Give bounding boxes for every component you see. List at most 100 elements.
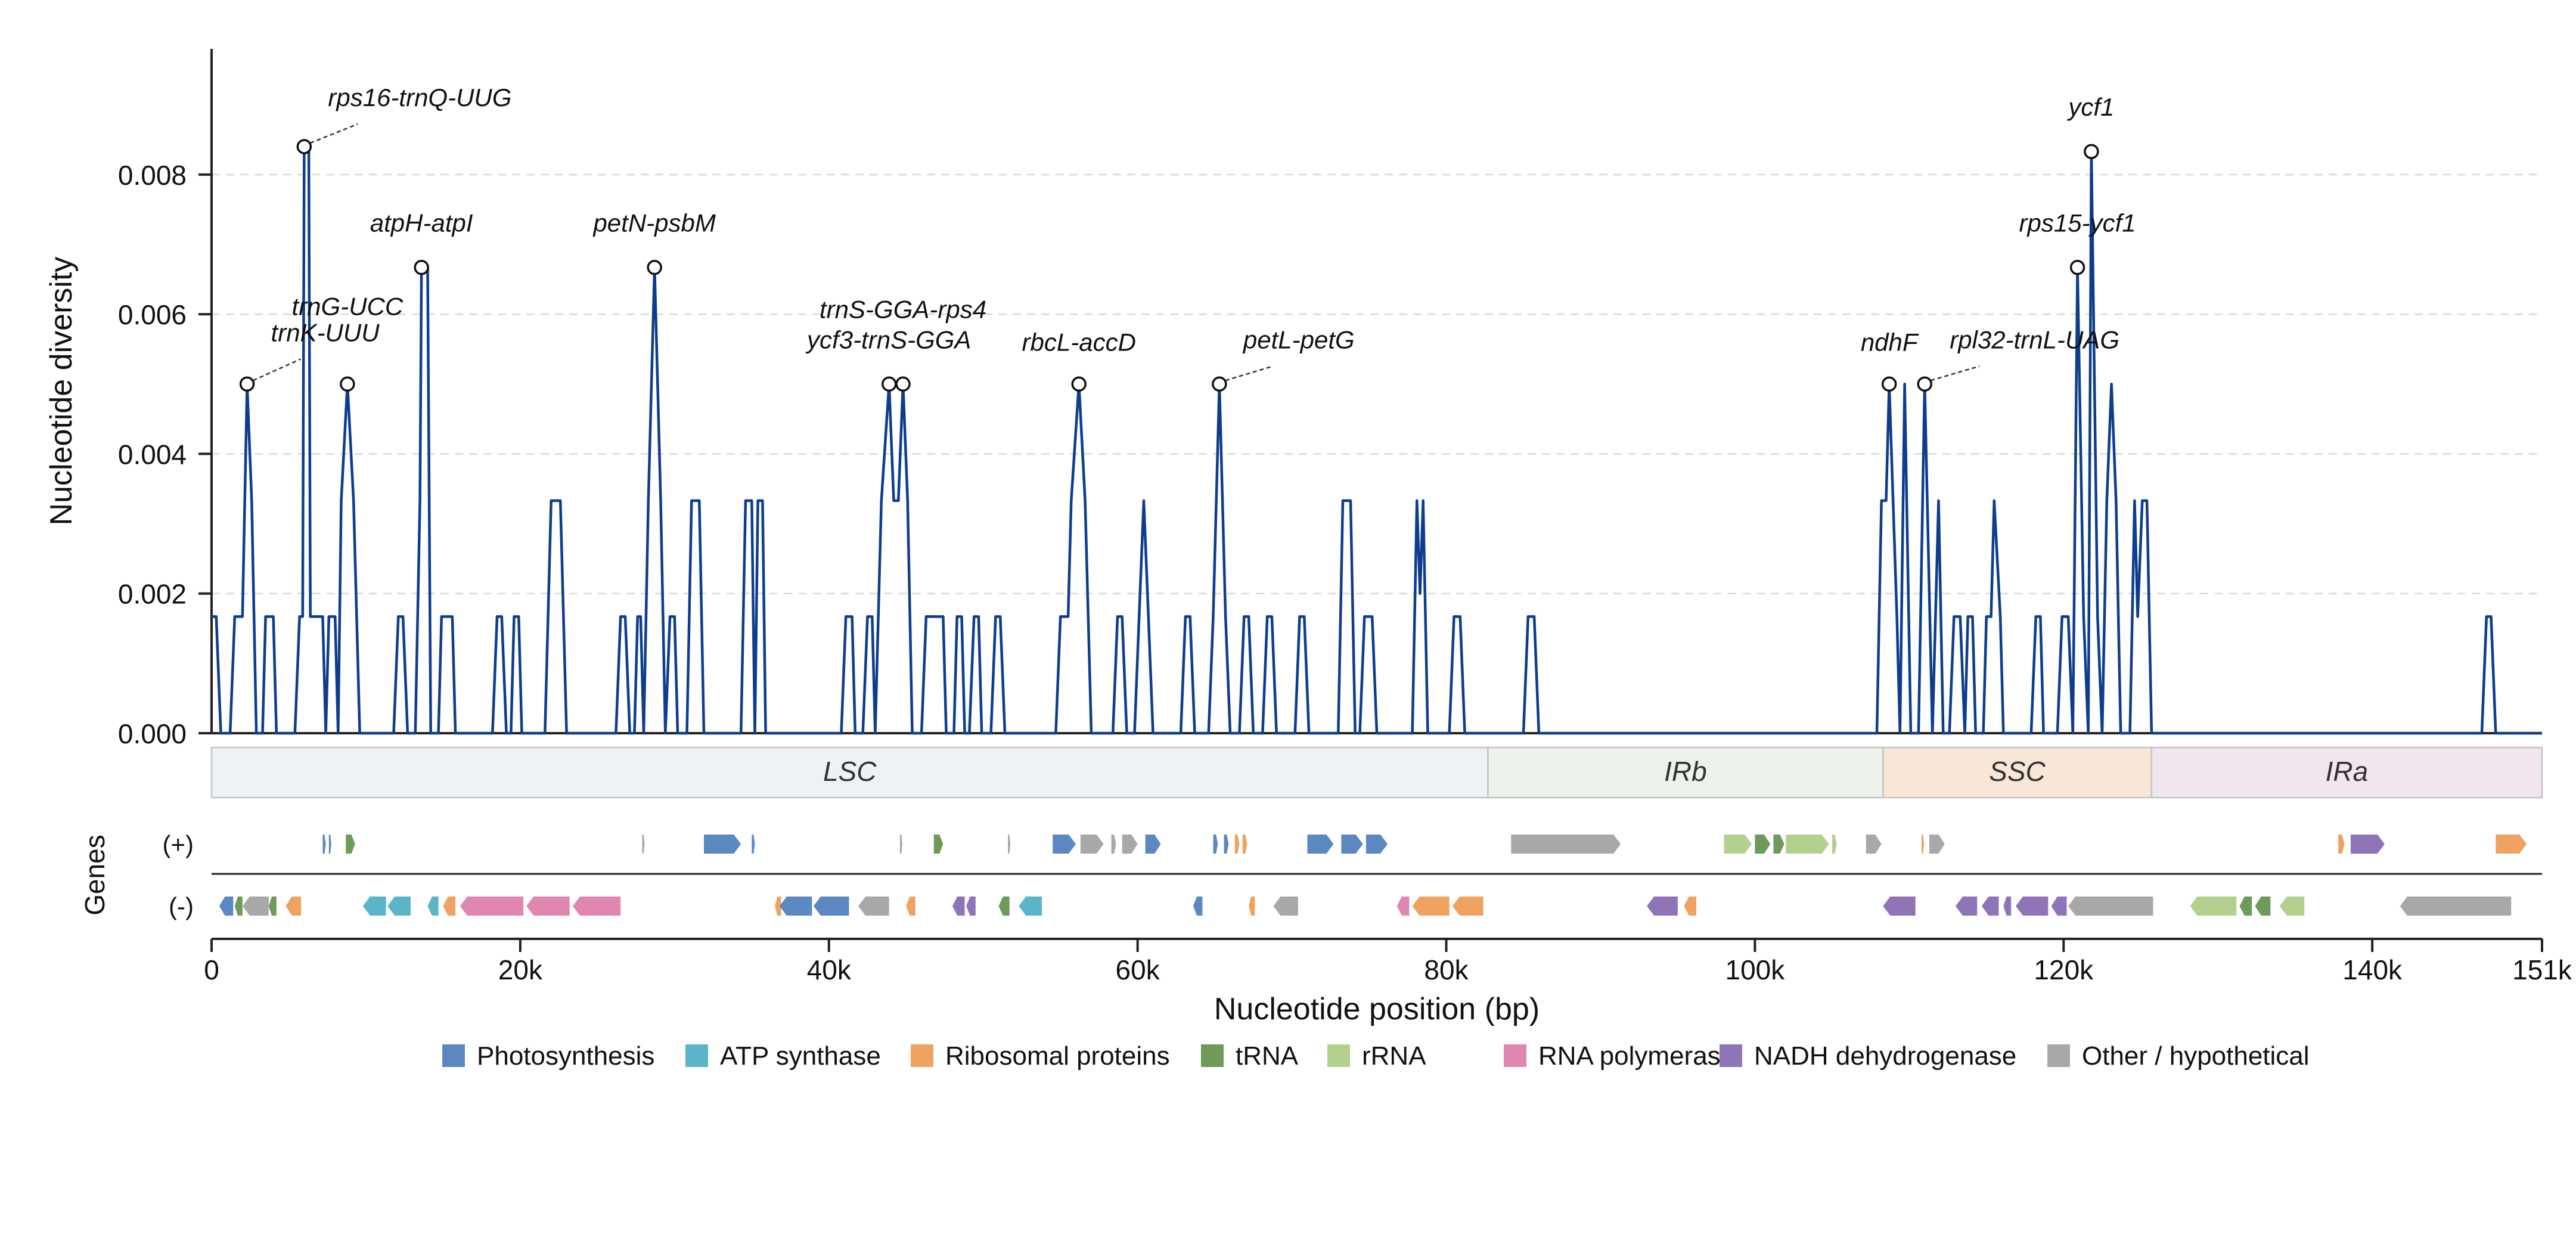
gene-tracks: Genes (+) (-) — [79, 830, 2542, 920]
peak-leader-line — [1930, 365, 1980, 382]
gene-arrow — [572, 897, 621, 916]
peak-leader-line — [1225, 365, 1274, 382]
gene-arrow — [1193, 897, 1203, 916]
gene-arrow — [1866, 835, 1882, 854]
x-axis-label: Nucleotide position (bp) — [1214, 992, 1540, 1026]
gene-arrow — [234, 897, 243, 916]
gene-arrow — [952, 897, 965, 916]
gene-arrow — [858, 897, 889, 916]
gene-arrow — [285, 897, 302, 916]
region-segment — [2150, 746, 2543, 799]
gene-arrow — [1511, 835, 1621, 854]
peak-label: atpH-atpI — [370, 209, 473, 237]
peak-label: rpl32-trnL-UAG — [1950, 325, 2119, 353]
gene-arrow — [1929, 835, 1945, 854]
gridlines — [212, 173, 2542, 594]
peak-label: petN-psbM — [592, 209, 715, 237]
gene-arrow — [1008, 835, 1011, 854]
peak-marker — [1071, 376, 1087, 392]
legend-label: RNA polymerase — [1538, 1041, 1735, 1071]
gene-arrow — [219, 897, 234, 916]
gene-arrow — [752, 835, 755, 854]
gene-arrow — [2496, 835, 2527, 854]
region-label: LSC — [823, 756, 877, 787]
x-tick-label: 40k — [807, 954, 852, 985]
y-tick-label: 0.008 — [118, 160, 187, 191]
gene-arrow — [1019, 897, 1042, 916]
peak-leader-line — [309, 123, 358, 144]
region-label: IRa — [2326, 756, 2369, 787]
strand-label: (-) — [169, 892, 194, 920]
peak-marker — [414, 259, 429, 275]
region-bar: LSC IRb SSC IRa — [210, 746, 2543, 799]
gene-arrow — [1111, 835, 1116, 854]
peak-marker — [2084, 144, 2099, 159]
gene-arrow — [1755, 835, 1771, 854]
gene-arrow — [1773, 835, 1784, 854]
x-tick-label: 140k — [2342, 954, 2403, 985]
gene-arrow — [1684, 897, 1696, 916]
gene-arrow — [779, 897, 812, 916]
gene-arrow — [775, 897, 781, 916]
peak-marker — [895, 376, 911, 392]
gene-arrow — [427, 897, 439, 916]
legend-label: NADH dehydrogenase — [1754, 1041, 2016, 1071]
legend-swatch — [1327, 1044, 1350, 1067]
legend-label: Ribosomal proteins — [945, 1041, 1170, 1071]
peak-label: ycf3-trnS-GGA — [805, 325, 971, 353]
gene-arrow — [1982, 897, 1999, 916]
region-segment — [210, 746, 1489, 799]
legend-swatch — [2047, 1044, 2070, 1067]
gene-arrow — [2400, 897, 2512, 916]
peak-marker — [881, 376, 897, 392]
legend-label: rRNA — [1362, 1041, 1426, 1071]
gene-arrow — [1122, 835, 1138, 854]
legend-swatch — [442, 1044, 465, 1067]
gene-arrow — [1647, 897, 1678, 916]
x-tick-label: 120k — [2034, 954, 2094, 985]
gene-arrow — [526, 897, 570, 916]
legend-swatch — [911, 1044, 933, 1067]
gene-arrow — [1883, 897, 1916, 916]
gene-arrow — [1053, 835, 1076, 854]
y-tick-label: 0.000 — [118, 718, 187, 749]
gene-arrow — [2255, 897, 2271, 916]
peak-label: petL-petG — [1242, 325, 1355, 353]
gene-arrow — [1724, 835, 1752, 854]
gene-arrow — [1224, 835, 1229, 854]
gene-arrow — [1145, 835, 1161, 854]
gene-arrow — [1956, 897, 1978, 916]
gene-arrow — [387, 897, 411, 916]
gene-axis-label: Genes — [79, 835, 110, 916]
peak-marker — [239, 376, 255, 392]
peak-label: rbcL-accD — [1022, 328, 1136, 356]
gene-arrow — [906, 897, 915, 916]
gene-arrow — [1396, 897, 1410, 916]
gene-arrow — [2051, 897, 2067, 916]
peak-label: trnS-GGA-rps4 — [820, 295, 986, 323]
legend-swatch — [1504, 1044, 1526, 1067]
gene-arrow — [1786, 835, 1829, 854]
peak-label: rps15-ycf1 — [2019, 209, 2136, 237]
gene-arrow — [2279, 897, 2305, 916]
gene-arrow — [362, 897, 386, 916]
gene-arrow — [1242, 835, 1247, 854]
peak-label: trnK-UUU — [271, 318, 380, 346]
peak-label: ycf1 — [2066, 93, 2114, 121]
peak-annotations: trnK-UUU rps16-trnQ-UUG trnG-UCC atpH-atpI p… — [239, 83, 2136, 392]
gene-arrow — [899, 835, 902, 854]
peak-label: rps16-trnQ-UUG — [328, 83, 511, 111]
x-tick-label: 151k — [2512, 954, 2572, 985]
gene-arrow — [2068, 897, 2153, 916]
gene-arrow — [966, 897, 976, 916]
gene-arrow — [813, 897, 849, 916]
legend-swatch — [1720, 1044, 1742, 1067]
gene-arrow — [2190, 897, 2237, 916]
legend-label: Other / hypothetical — [2082, 1041, 2310, 1071]
y-ticks: 0.000 0.002 0.004 0.006 0.008 — [118, 160, 212, 749]
peak-marker — [340, 376, 355, 392]
gene-arrow — [998, 897, 1010, 916]
legend: Photosynthesis ATP synthase Ribosomal prot… — [442, 1041, 2310, 1071]
gene-arrow — [2003, 897, 2012, 916]
